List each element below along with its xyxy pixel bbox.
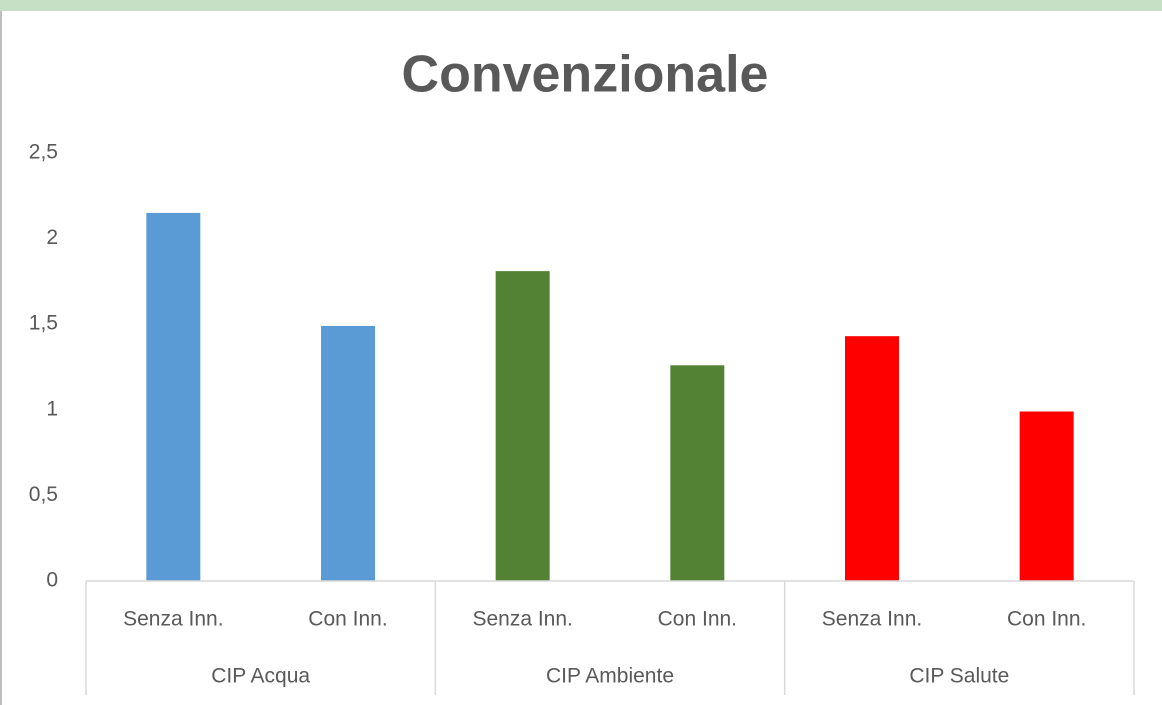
x-tick-label: Con Inn. (658, 608, 737, 631)
bar (1019, 411, 1074, 581)
y-tick-label: 0 (46, 569, 58, 592)
top-strip (0, 0, 1162, 11)
group-label: CIP Acqua (211, 665, 310, 688)
chart-title: Convenzionale (402, 46, 769, 104)
x-tick-label: Senza Inn. (822, 608, 922, 631)
x-tick-label: Con Inn. (308, 608, 387, 631)
bar (670, 365, 725, 581)
x-tick-label: Con Inn. (1007, 608, 1086, 631)
bar (495, 271, 550, 581)
bar (146, 212, 201, 582)
y-tick-label: 0,5 (29, 483, 58, 506)
bar (321, 325, 375, 581)
y-tick-label: 1,5 (29, 312, 58, 335)
left-border (0, 11, 2, 705)
y-tick-label: 2 (46, 226, 58, 249)
group-label: CIP Salute (909, 665, 1009, 688)
y-tick-label: 2,5 (29, 141, 58, 164)
group-label: CIP Ambiente (546, 665, 674, 688)
x-tick-label: Senza Inn. (472, 608, 572, 631)
x-tick-label: Senza Inn. (123, 608, 223, 631)
bar (845, 336, 899, 581)
y-tick-label: 1 (46, 397, 58, 420)
